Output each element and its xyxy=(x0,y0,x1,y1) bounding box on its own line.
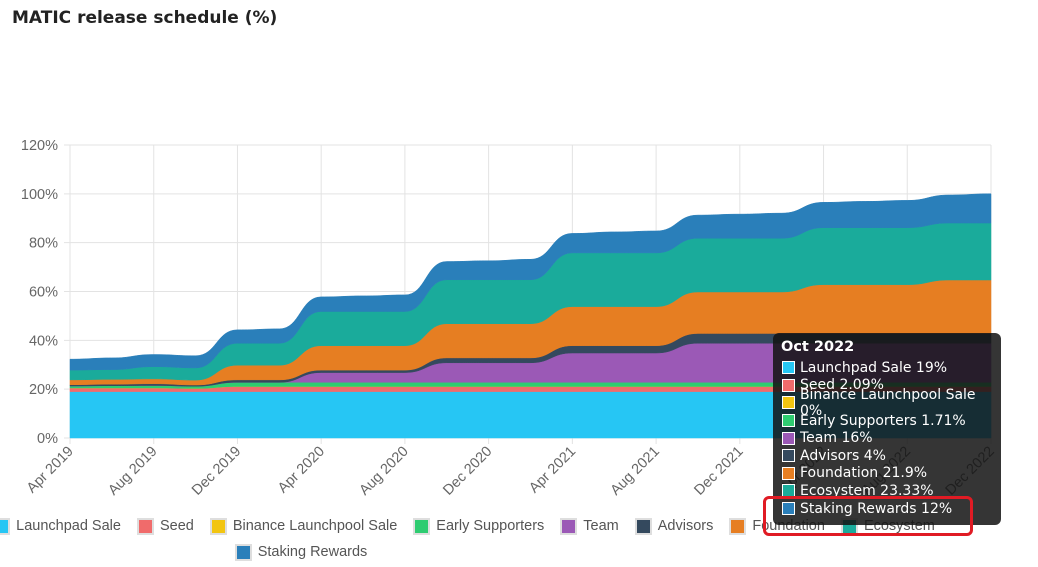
tooltip-item: Staking Rewards 12% xyxy=(782,500,1001,518)
legend-label: Binance Launchpool Sale xyxy=(232,518,398,534)
x-tick-label: Apr 2019 xyxy=(24,444,77,497)
tooltip-item: Team 16% xyxy=(782,429,1001,447)
tooltip-items: Launchpad Sale 19% Seed 2.09% Binance Laun… xyxy=(773,359,1001,517)
y-tick-label: 120% xyxy=(21,138,58,154)
tooltip-item: Binance Launchpool Sale 0% xyxy=(782,387,1001,419)
tooltip-swatch xyxy=(782,396,795,410)
legend-item-seed[interactable]: Seed xyxy=(136,517,194,535)
legend: Launchpad Sale Seed Binance Launchpool Sal… xyxy=(0,513,1038,565)
legend-label: Early Supporters xyxy=(436,518,545,534)
tooltip-label: Staking Rewards 12% xyxy=(800,500,953,517)
tooltip-item: Advisors 4% xyxy=(782,447,1001,465)
tooltip-item: Launchpad Sale 19% xyxy=(782,359,1001,377)
legend-item-advisors[interactable]: Advisors xyxy=(634,517,714,535)
legend-swatch xyxy=(413,517,431,535)
x-tick-label: Aug 2020 xyxy=(357,444,412,499)
legend-item-team[interactable]: Team xyxy=(560,517,619,535)
x-tick-label: Apr 2020 xyxy=(275,444,328,497)
y-tick-label: 20% xyxy=(29,382,58,398)
legend-swatch xyxy=(729,517,747,535)
tooltip-swatch xyxy=(782,431,795,445)
tooltip-title: Oct 2022 xyxy=(781,339,855,355)
tooltip-item: Ecosystem 23.33% xyxy=(782,482,1001,500)
tooltip-label: Ecosystem 23.33% xyxy=(800,482,934,499)
x-tick-label: Aug 2021 xyxy=(608,444,663,499)
legend-item-binance-launchpool-sale[interactable]: Binance Launchpool Sale xyxy=(209,517,398,535)
tooltip-swatch xyxy=(782,378,795,392)
legend-row-1: Launchpad Sale Seed Binance Launchpool Sal… xyxy=(0,513,1038,539)
legend-swatch xyxy=(234,543,252,561)
x-tick-label: Apr 2021 xyxy=(526,444,579,497)
x-tick-label: Dec 2019 xyxy=(189,444,244,499)
highlight-box xyxy=(763,496,973,536)
legend-swatch xyxy=(209,517,227,535)
area-series-staking-rewards[interactable] xyxy=(69,193,992,371)
tooltip-label: Seed 2.09% xyxy=(800,377,884,394)
y-tick-label: 0% xyxy=(37,431,58,447)
x-tick-label: Aug 2019 xyxy=(105,444,160,499)
legend-label: Staking Rewards xyxy=(257,544,368,560)
tooltip-label: Advisors 4% xyxy=(800,447,886,464)
tooltip-swatch xyxy=(782,449,795,463)
legend-row-2: Staking Rewards xyxy=(0,539,1038,565)
tooltip-swatch xyxy=(782,502,795,516)
legend-label: Advisors xyxy=(657,518,714,534)
tooltip-swatch xyxy=(782,361,795,375)
legend-swatch xyxy=(634,517,652,535)
tooltip-label: Foundation 21.9% xyxy=(800,465,928,482)
legend-item-launchpad-sale[interactable]: Launchpad Sale xyxy=(0,517,121,535)
tooltip-item: Seed 2.09% xyxy=(782,377,1001,395)
legend-label: Launchpad Sale xyxy=(16,518,121,534)
tooltip: Oct 2022 Launchpad Sale 19% Seed 2.09% Bin… xyxy=(773,333,1001,525)
y-tick-label: 40% xyxy=(29,333,58,349)
y-axis: 0% 20% 40% 60% 80% 100% 120% xyxy=(21,138,58,447)
legend-item-early-supporters[interactable]: Early Supporters xyxy=(413,517,545,535)
legend-swatch xyxy=(136,517,154,535)
tooltip-swatch xyxy=(782,414,795,428)
tooltip-label: Early Supporters 1.71% xyxy=(800,412,966,429)
legend-swatch xyxy=(560,517,578,535)
x-tick-label: Dec 2021 xyxy=(691,444,746,499)
chart-title: MATIC release schedule (%) xyxy=(12,8,278,28)
tooltip-label: Launchpad Sale 19% xyxy=(800,359,948,376)
tooltip-label: Team 16% xyxy=(800,430,873,447)
y-tick-label: 60% xyxy=(29,285,58,301)
legend-item-staking-rewards[interactable]: Staking Rewards xyxy=(234,543,368,561)
tooltip-item: Early Supporters 1.71% xyxy=(782,412,1001,430)
tooltip-swatch xyxy=(782,466,795,480)
y-tick-label: 100% xyxy=(21,187,58,203)
tooltip-label: Binance Launchpool Sale 0% xyxy=(799,386,976,419)
legend-label: Team xyxy=(583,518,619,534)
tooltip-item: Foundation 21.9% xyxy=(782,465,1001,483)
legend-label: Seed xyxy=(159,518,194,534)
x-tick-label: Dec 2020 xyxy=(440,444,495,499)
y-tick-label: 80% xyxy=(29,236,58,252)
legend-swatch xyxy=(0,517,11,535)
